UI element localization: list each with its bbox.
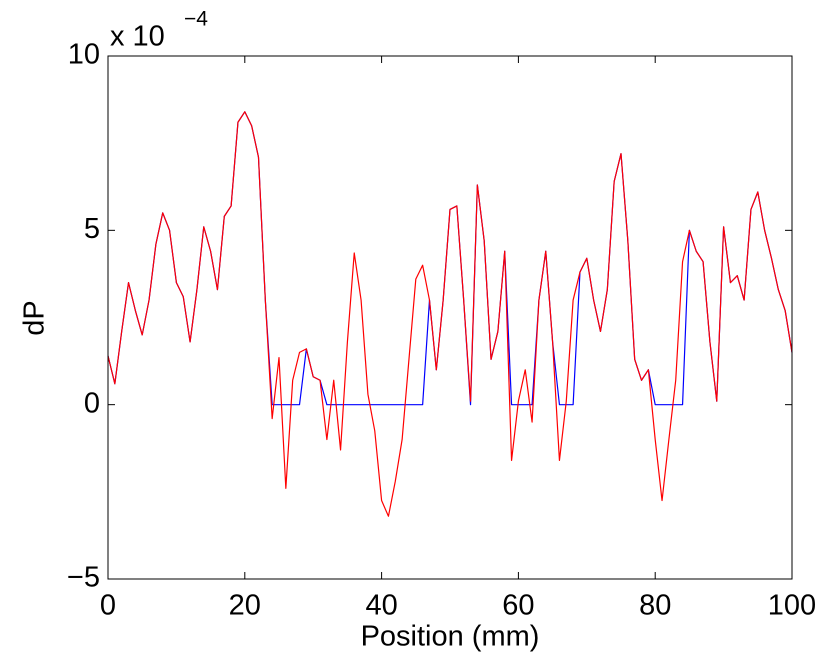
x-tick-label: 60 xyxy=(502,590,534,622)
y-axis-label: dP xyxy=(19,300,51,335)
x-tick-label: 80 xyxy=(639,590,671,622)
y-exponent-base: x 10 xyxy=(110,21,165,53)
x-axis-label: Position (mm) xyxy=(361,621,540,653)
x-tick-label: 20 xyxy=(229,590,261,622)
plot-frame xyxy=(107,55,793,580)
x-tick-label: 100 xyxy=(768,590,816,622)
y-exponent: −4 xyxy=(184,8,208,31)
y-tick-label: 10 xyxy=(68,39,100,71)
x-tick-label: 40 xyxy=(365,590,397,622)
y-tick-label: −5 xyxy=(67,562,100,594)
y-tick-label: 5 xyxy=(84,213,100,245)
x-tick-label: 0 xyxy=(100,590,116,622)
line-series xyxy=(107,111,793,517)
y-tick-label: 0 xyxy=(84,387,100,419)
